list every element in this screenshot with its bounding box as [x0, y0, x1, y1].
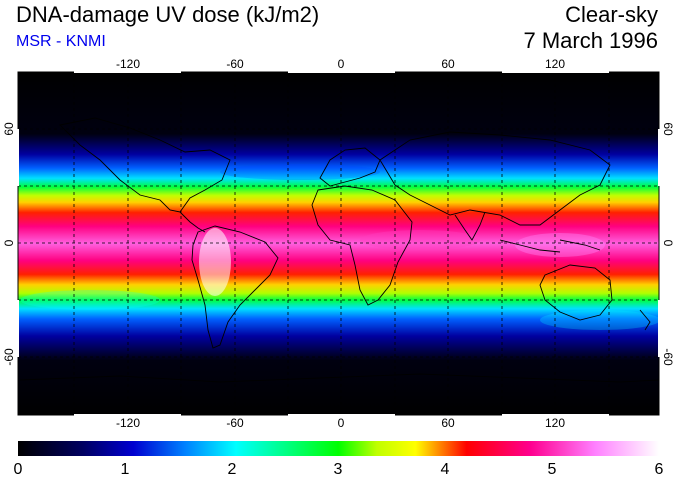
colorbar-tick-label: 4	[441, 461, 450, 478]
graticule	[18, 72, 659, 415]
lon-label-top: 0	[338, 57, 345, 71]
sky-condition-label: Clear-sky	[565, 2, 658, 27]
lon-label-bottom: 60	[441, 416, 455, 430]
lon-label-bottom: 0	[338, 416, 345, 430]
coastlines	[19, 117, 659, 383]
colorbar-tick-label: 1	[121, 461, 130, 478]
map-title: DNA-damage UV dose (kJ/m2)	[16, 2, 320, 27]
lon-label-bottom: 120	[545, 416, 565, 430]
uv-field-variations	[20, 164, 659, 330]
lon-label-top: -60	[226, 57, 244, 71]
lat-label-left: -60	[2, 348, 16, 366]
colorbar	[18, 441, 659, 456]
lon-label-top: -120	[116, 57, 140, 71]
lat-label-right: -60	[661, 348, 675, 366]
lat-label-left: 60	[2, 122, 16, 136]
colorbar-tick-label: 2	[228, 461, 237, 478]
lat-label-left: 0	[2, 239, 16, 246]
lon-label-top: 60	[441, 57, 455, 71]
lon-label-top: 120	[545, 57, 565, 71]
lat-label-right: 60	[661, 122, 675, 136]
date-label: 7 March 1996	[523, 28, 658, 53]
colorbar-tick-label: 0	[14, 461, 23, 478]
colorbar-tick-label: 3	[334, 461, 343, 478]
colorbar-tick-label: 5	[548, 461, 557, 478]
lat-label-right: 0	[661, 240, 675, 247]
source-label: MSR - KNMI	[16, 33, 106, 50]
lon-label-bottom: -60	[226, 416, 244, 430]
colorbar-tick-label: 6	[655, 461, 664, 478]
lon-label-bottom: -120	[116, 416, 140, 430]
frame-ticks	[17, 71, 660, 416]
